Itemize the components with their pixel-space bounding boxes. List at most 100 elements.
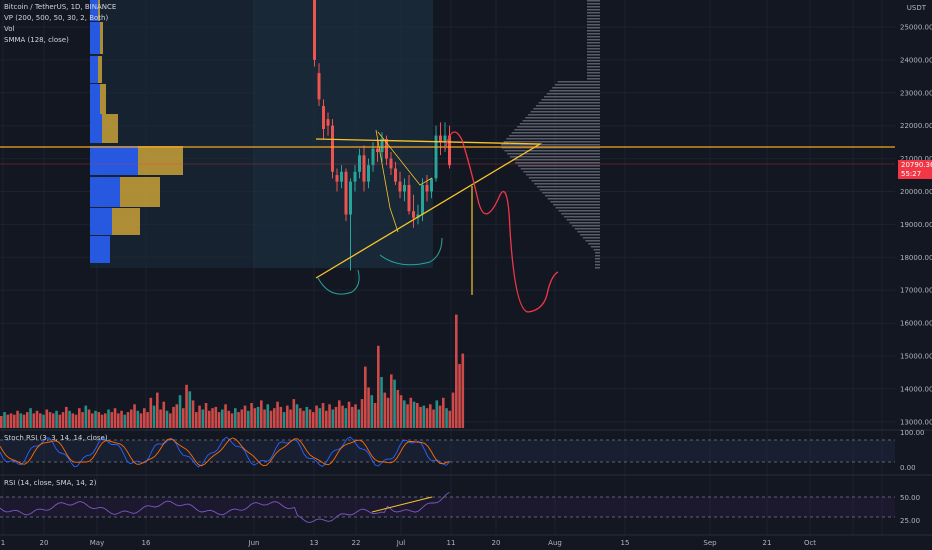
vp-legend[interactable]: VP (200, 500, 50, 30, 2, Both) — [4, 14, 109, 22]
volume-bar — [373, 403, 377, 428]
volume-bar — [172, 406, 175, 428]
volume-bar — [58, 414, 62, 428]
volume-bar — [308, 409, 312, 428]
stoch-d-line — [0, 437, 450, 467]
volume-bar — [269, 410, 273, 428]
time-tick: Aug — [548, 539, 562, 547]
volume-bar — [208, 410, 211, 428]
vp-right-row — [530, 111, 600, 113]
vp-right-row — [550, 201, 600, 203]
volume-bar — [380, 377, 383, 428]
vp-left-gold — [112, 208, 140, 235]
vp-right-row — [590, 246, 600, 248]
volume-bar — [0, 416, 3, 428]
volume-bar — [243, 405, 247, 428]
volume-bar — [152, 405, 156, 428]
price-tick: 19000.00 — [900, 221, 932, 229]
vp-right-row — [587, 0, 600, 2]
price-tick: 16000.00 — [900, 320, 932, 328]
vp-right-row — [572, 225, 600, 227]
vp-left-gold — [138, 146, 183, 175]
volume-bar — [9, 413, 13, 428]
volume-bar — [136, 410, 140, 428]
smma-legend[interactable]: SMMA (128, close) — [4, 36, 69, 44]
vp-right-row — [522, 120, 600, 122]
stoch-rsi-label[interactable]: Stoch RSI (3, 3, 14, 14, close) — [4, 434, 108, 442]
volume-bar — [302, 410, 305, 428]
vp-right-row — [552, 87, 600, 89]
vp-right-row — [595, 261, 600, 263]
time-tick: Jun — [248, 539, 260, 547]
rsi-pane — [0, 491, 895, 523]
volume-bar — [26, 412, 29, 428]
vp-left-blue — [90, 146, 138, 175]
vp-right-row — [587, 15, 600, 17]
price-tick: 18000.00 — [900, 254, 932, 262]
volume-bar — [328, 404, 331, 428]
vp-left-blue — [90, 208, 112, 235]
vp-right-row — [557, 81, 600, 83]
volume-bar — [3, 412, 6, 428]
vp-right-row — [587, 9, 600, 11]
time-tick: 21 — [763, 539, 772, 547]
vp-right-row — [507, 153, 600, 155]
volume-bar — [383, 392, 387, 428]
volume-bar — [396, 390, 400, 428]
volume-bar — [360, 399, 364, 428]
vp-right-row — [566, 219, 600, 221]
vp-right-row — [595, 255, 600, 257]
trend-drawings[interactable] — [0, 129, 895, 313]
volume-bar — [416, 403, 419, 428]
vp-right-row — [511, 132, 600, 134]
volume-bar — [409, 397, 413, 428]
vp-right-row — [595, 264, 600, 266]
volume-bars — [0, 314, 465, 428]
vp-left-blue — [90, 22, 100, 54]
vp-left-gold — [98, 0, 100, 21]
vp-right-row — [533, 108, 600, 110]
volume-bar — [367, 387, 370, 428]
vp-right-row — [595, 267, 600, 269]
vp-right-row — [587, 24, 600, 26]
volume-bar — [357, 409, 361, 428]
volume-bar — [237, 412, 240, 428]
volume-bar — [6, 414, 10, 428]
candle-body — [349, 181, 352, 215]
vp-right-row — [534, 183, 600, 185]
stoch-k-line — [0, 436, 450, 468]
volume-bar — [318, 408, 322, 428]
rsi-label[interactable]: RSI (14, close, SMA, 14, 2) — [4, 479, 97, 487]
candle-body — [439, 135, 442, 143]
volume-bar — [273, 408, 276, 428]
time-axis[interactable]: 1 20 May 16 Jun 13 22 Jul 11 20 Aug 15 Sep 21 Oct — [1, 539, 817, 547]
price-tick: 25000.00 — [900, 24, 932, 32]
volume-bar — [13, 414, 16, 428]
candle-body — [448, 135, 451, 166]
candle-body — [398, 181, 402, 192]
vp-right-row — [587, 36, 600, 38]
volume-bar — [29, 408, 32, 428]
price-axis[interactable]: 25000.00 24000.00 23000.00 22000.00 21000.00… — [0, 24, 932, 536]
stoch-band — [0, 440, 895, 462]
volume-bar — [123, 414, 127, 428]
volume-bar — [149, 397, 153, 428]
arc-drawing — [317, 269, 360, 295]
volume-bar — [198, 405, 201, 428]
volume-bar — [435, 400, 439, 428]
vol-legend[interactable]: Vol — [4, 25, 15, 33]
volume-bar — [81, 412, 84, 428]
symbol-legend[interactable]: Bitcoin / TetherUS, 1D, BINANCE — [4, 3, 117, 11]
vp-right-row — [525, 117, 600, 119]
volume-bar — [364, 366, 367, 428]
volume-bar — [461, 353, 465, 428]
vp-right-row — [549, 90, 600, 92]
time-tick: Sep — [703, 539, 717, 547]
rsi-band — [0, 497, 895, 517]
vp-left-gold — [100, 84, 106, 114]
candle-body — [376, 148, 379, 153]
volume-bar — [45, 409, 49, 428]
volume-bar — [68, 410, 71, 428]
vp-right-row — [587, 57, 600, 59]
candle-body — [380, 138, 384, 153]
